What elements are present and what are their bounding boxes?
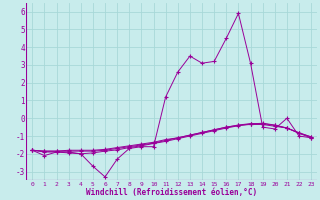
X-axis label: Windchill (Refroidissement éolien,°C): Windchill (Refroidissement éolien,°C) [86,188,257,197]
